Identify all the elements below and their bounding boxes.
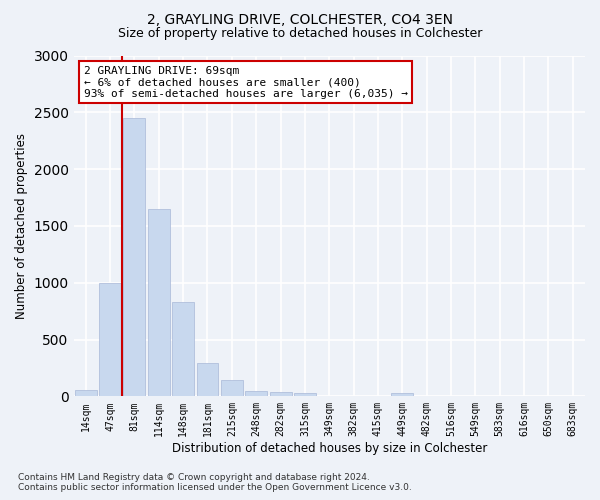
Bar xyxy=(391,393,413,396)
X-axis label: Distribution of detached houses by size in Colchester: Distribution of detached houses by size … xyxy=(172,442,487,455)
Bar xyxy=(221,380,243,396)
Y-axis label: Number of detached properties: Number of detached properties xyxy=(15,133,28,319)
Bar xyxy=(294,394,316,396)
Bar xyxy=(148,209,170,396)
Bar xyxy=(124,118,145,396)
Bar xyxy=(245,390,267,396)
Text: Size of property relative to detached houses in Colchester: Size of property relative to detached ho… xyxy=(118,28,482,40)
Bar xyxy=(269,392,292,396)
Bar xyxy=(172,302,194,396)
Bar xyxy=(75,390,97,396)
Text: 2 GRAYLING DRIVE: 69sqm
← 6% of detached houses are smaller (400)
93% of semi-de: 2 GRAYLING DRIVE: 69sqm ← 6% of detached… xyxy=(84,66,408,99)
Bar xyxy=(99,282,121,397)
Bar xyxy=(197,364,218,396)
Text: 2, GRAYLING DRIVE, COLCHESTER, CO4 3EN: 2, GRAYLING DRIVE, COLCHESTER, CO4 3EN xyxy=(147,12,453,26)
Text: Contains HM Land Registry data © Crown copyright and database right 2024.
Contai: Contains HM Land Registry data © Crown c… xyxy=(18,473,412,492)
